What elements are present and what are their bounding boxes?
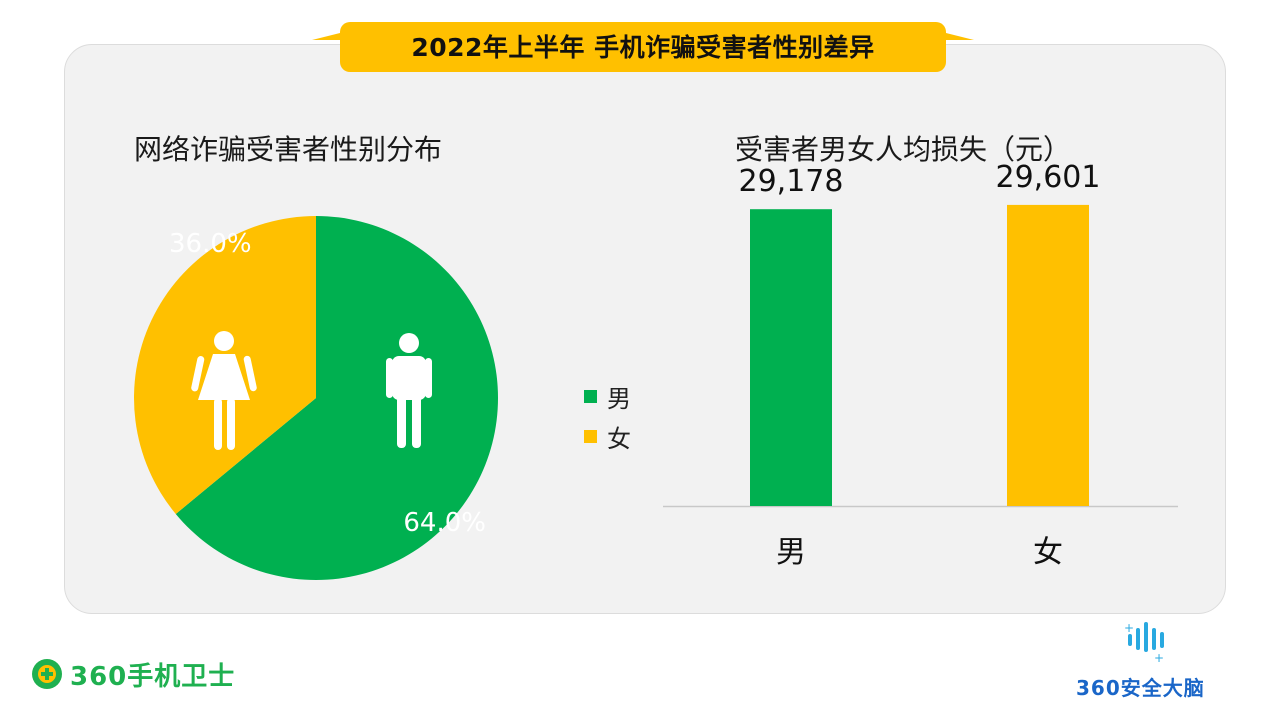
logo-left-text: 360手机卫士 [70, 661, 236, 692]
plus-circle-icon [32, 659, 62, 689]
bar-category-label-male: 男 [776, 535, 806, 570]
legend-item-female: 女 [584, 416, 631, 456]
pie-label-female: 36.0% [169, 229, 252, 259]
signal-bars-icon: + + [1124, 621, 1164, 665]
page-title: 2022年上半年 手机诈骗受害者性别差异 [411, 33, 875, 62]
svg-text:+: + [1124, 621, 1134, 635]
legend-swatch-male [584, 389, 597, 403]
bar-value-label-male: 29,178 [739, 164, 844, 199]
bar-chart-title: 受害者男女人均损失（元） [735, 133, 1072, 166]
pie-legend: 男 女 [584, 376, 631, 456]
female-person-icon [191, 331, 257, 450]
legend-swatch-female [584, 429, 597, 443]
bar-female [1007, 204, 1089, 506]
svg-text:+: + [1154, 651, 1164, 665]
logo-right-text: 360安全大脑 [1076, 676, 1205, 700]
legend-label-female: 女 [607, 424, 631, 453]
bar-value-label-female: 29,601 [996, 160, 1101, 195]
legend-item-male: 男 [584, 376, 631, 416]
bar-category-label-female: 女 [1033, 535, 1063, 570]
legend-label-male: 男 [607, 384, 631, 413]
title-banner-shape [312, 22, 974, 72]
logo-360-mobile-guard: 360手机卫士 [30, 654, 235, 694]
title-banner: 2022年上半年 手机诈骗受害者性别差异 [312, 18, 974, 74]
male-person-icon [386, 333, 432, 448]
pie-chart-title: 网络诈骗受害者性别分布 [134, 133, 443, 166]
pie-label-male: 64.0% [403, 508, 486, 538]
bar-male [750, 209, 832, 506]
logo-360-security-brain: + + 360安全大脑 [1070, 618, 1240, 700]
pie-slice-male [175, 216, 499, 580]
